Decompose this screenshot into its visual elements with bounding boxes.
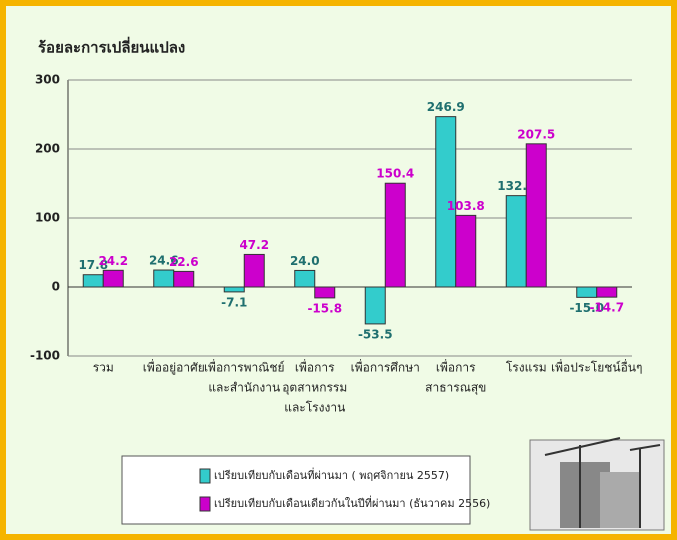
value-label: 47.2 <box>239 238 269 252</box>
value-label: 246.9 <box>427 100 465 114</box>
bar <box>83 275 103 287</box>
bar <box>315 287 335 298</box>
x-tick-label: และสำนักงาน <box>208 381 280 395</box>
bar <box>577 287 597 297</box>
bar <box>365 287 385 324</box>
y-tick-label: 100 <box>35 211 60 225</box>
x-tick-label: เพื่อการศึกษา <box>351 359 420 375</box>
y-axis-label: ร้อยละการเปลี่ยนแปลง <box>38 37 185 57</box>
value-label: 103.8 <box>447 199 485 213</box>
value-label: -7.1 <box>221 295 247 309</box>
chart: ร้อยละการเปลี่ยนแปลง -1000100200300รวม17… <box>0 0 677 540</box>
x-tick-label: สาธารณสุข <box>425 381 486 396</box>
value-label: 207.5 <box>517 127 555 141</box>
bar <box>103 270 123 287</box>
legend-swatch <box>200 469 210 483</box>
x-tick-label: โรงแรม <box>506 361 547 375</box>
y-tick-label: 200 <box>35 142 60 156</box>
legend-box <box>122 456 470 524</box>
page: ร้อยละการเปลี่ยนแปลง -1000100200300รวม17… <box>0 0 677 540</box>
x-tick-label: เพื่ออยู่อาศัย <box>143 359 205 376</box>
legend-label: เปรียบเทียบกับเดือนที่ผ่านมา ( พฤศจิกายน… <box>214 467 449 482</box>
bar <box>597 287 617 297</box>
value-label: 24.0 <box>290 254 320 268</box>
x-tick-label: เพื่อประโยชน์อื่นๆ <box>551 359 642 375</box>
value-label: 150.4 <box>376 167 414 181</box>
y-tick-label: -100 <box>30 349 60 363</box>
bar <box>506 196 526 287</box>
bar <box>456 215 476 287</box>
bar <box>154 270 174 287</box>
legend-swatch <box>200 497 210 511</box>
x-tick-label: รวม <box>93 361 114 375</box>
x-tick-label: และโรงงาน <box>284 401 345 415</box>
x-tick-label: เพื่อการ <box>295 359 335 375</box>
bar <box>244 254 264 287</box>
y-tick-label: 300 <box>35 73 60 87</box>
value-label: -14.7 <box>589 301 624 315</box>
bar <box>295 270 315 287</box>
bar <box>224 287 244 292</box>
value-label: 22.6 <box>169 255 199 269</box>
value-label: 24.2 <box>98 254 128 268</box>
building-icon <box>530 438 664 530</box>
value-label: -53.5 <box>358 327 393 341</box>
bar <box>385 183 405 287</box>
x-tick-label: เพื่อการพาณิชย์ <box>204 359 285 375</box>
bar <box>526 144 546 287</box>
legend-label: เปรียบเทียบกับเดือนเดียวกันในปีที่ผ่านมา… <box>214 495 490 510</box>
x-tick-label: เพื่อการ <box>436 359 476 375</box>
y-tick-label: 0 <box>52 280 60 294</box>
x-tick-label: อุตสาหกรรม <box>282 381 347 396</box>
bar <box>174 271 194 287</box>
value-label: -15.8 <box>307 301 342 315</box>
